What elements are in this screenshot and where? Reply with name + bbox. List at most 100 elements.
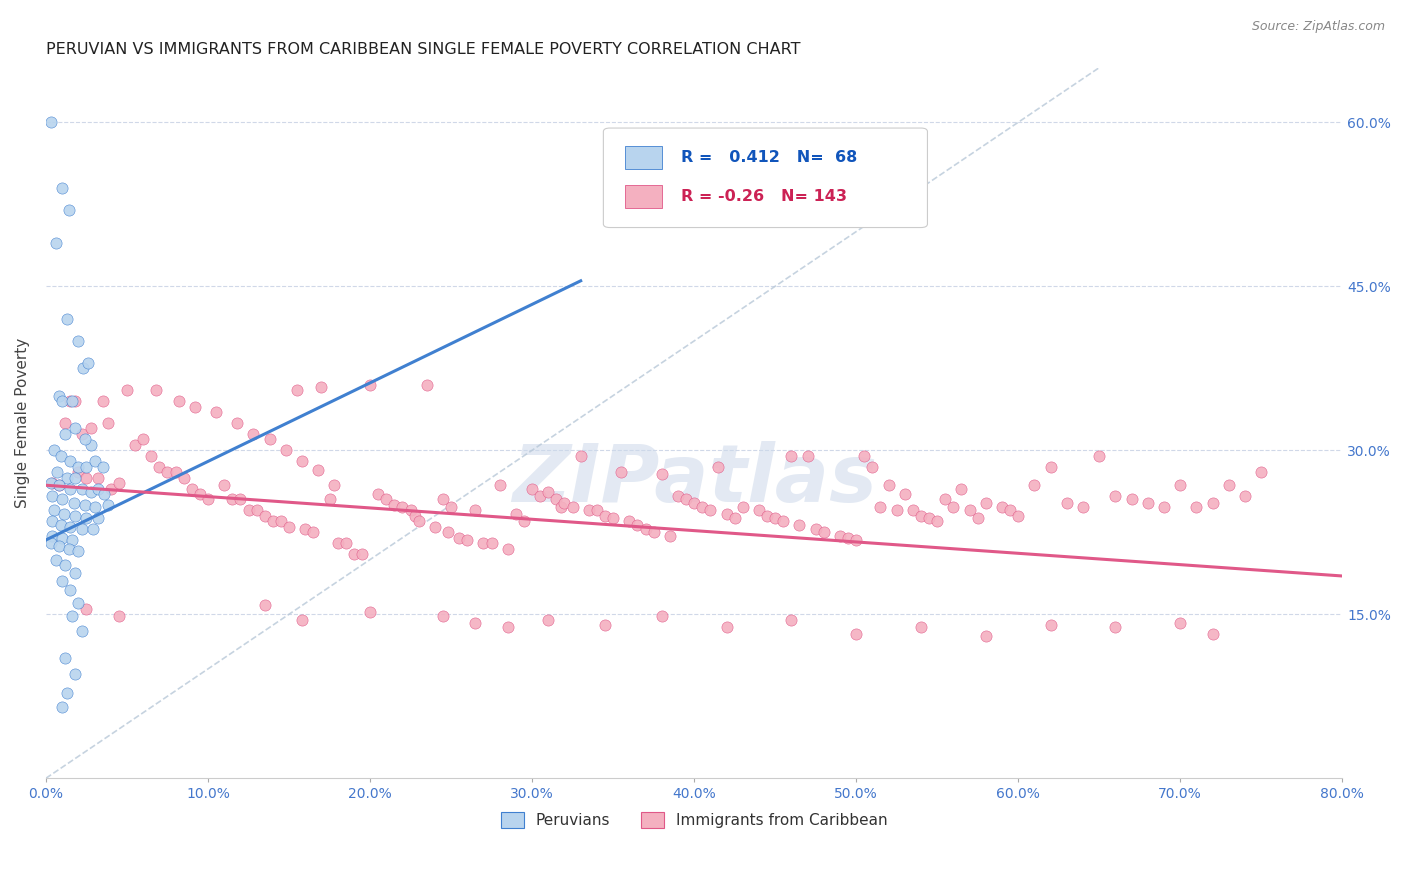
Point [748,503,770,517]
Point [51,181,73,195]
Point [432,492,454,507]
Point [51,574,73,589]
Point [651,467,673,482]
Point [966,511,988,525]
Point [72,361,94,376]
Point [63,566,86,580]
Point [63,508,86,523]
Point [108,476,131,491]
Point [83,454,105,468]
Point [910,508,932,523]
Point [1071,500,1094,515]
Point [796,449,818,463]
Point [505,507,527,521]
Point [553,496,575,510]
Point [205,405,228,419]
Point [950,482,973,496]
Point [359,377,381,392]
Point [707,459,730,474]
Point [853,449,876,463]
Point [49,449,72,463]
Point [67,459,90,474]
Point [58,541,80,556]
Point [813,525,835,540]
Point [1250,465,1272,479]
Point [108,609,131,624]
Point [828,528,851,542]
Point [1201,627,1223,641]
Point [59,482,82,496]
Point [60,533,83,547]
FancyBboxPatch shape [603,128,928,227]
Point [942,500,965,515]
Point [1104,620,1126,634]
Point [80,421,103,435]
Point [80,484,103,499]
Point [343,547,366,561]
Point [1121,492,1143,507]
Point [48,478,70,492]
Point [602,511,624,525]
FancyBboxPatch shape [626,185,662,208]
Point [63,470,86,484]
Point [76,470,98,484]
Point [63,394,86,409]
Text: Source: ZipAtlas.com: Source: ZipAtlas.com [1251,20,1385,33]
Point [550,500,572,515]
Point [780,613,803,627]
Point [658,528,681,542]
Point [959,503,981,517]
Point [62,496,84,510]
Point [626,517,648,532]
Point [45,552,67,566]
Point [683,496,706,510]
Point [804,522,827,536]
Point [910,620,932,634]
Point [132,433,155,447]
Point [67,596,90,610]
Point [481,536,503,550]
Point [56,312,79,326]
Point [67,334,90,348]
Point [51,394,73,409]
Point [593,618,616,632]
Point [73,498,96,512]
Point [974,629,997,643]
Point [404,508,426,523]
Point [70,482,93,496]
Point [246,503,269,517]
Point [529,489,551,503]
Point [723,511,745,525]
Point [59,583,82,598]
Point [901,503,924,517]
Point [83,500,105,515]
Point [716,620,738,634]
Point [262,514,284,528]
Point [56,686,79,700]
Point [367,487,389,501]
Point [91,394,114,409]
Point [42,443,65,458]
Point [1039,459,1062,474]
Point [39,476,62,491]
Point [619,514,641,528]
Point [59,394,82,409]
Point [1218,478,1240,492]
Point [270,514,292,528]
Legend: Peruvians, Immigrants from Caribbean: Peruvians, Immigrants from Caribbean [495,806,894,835]
Point [51,700,73,714]
Point [229,492,252,507]
Point [45,235,67,250]
Point [291,454,314,468]
Point [67,465,90,479]
Point [180,482,202,496]
Point [569,449,592,463]
Point [39,115,62,129]
Point [156,465,179,479]
Point [115,383,138,397]
Point [278,520,301,534]
Point [546,492,568,507]
Point [285,383,308,397]
Point [780,449,803,463]
Point [173,470,195,484]
